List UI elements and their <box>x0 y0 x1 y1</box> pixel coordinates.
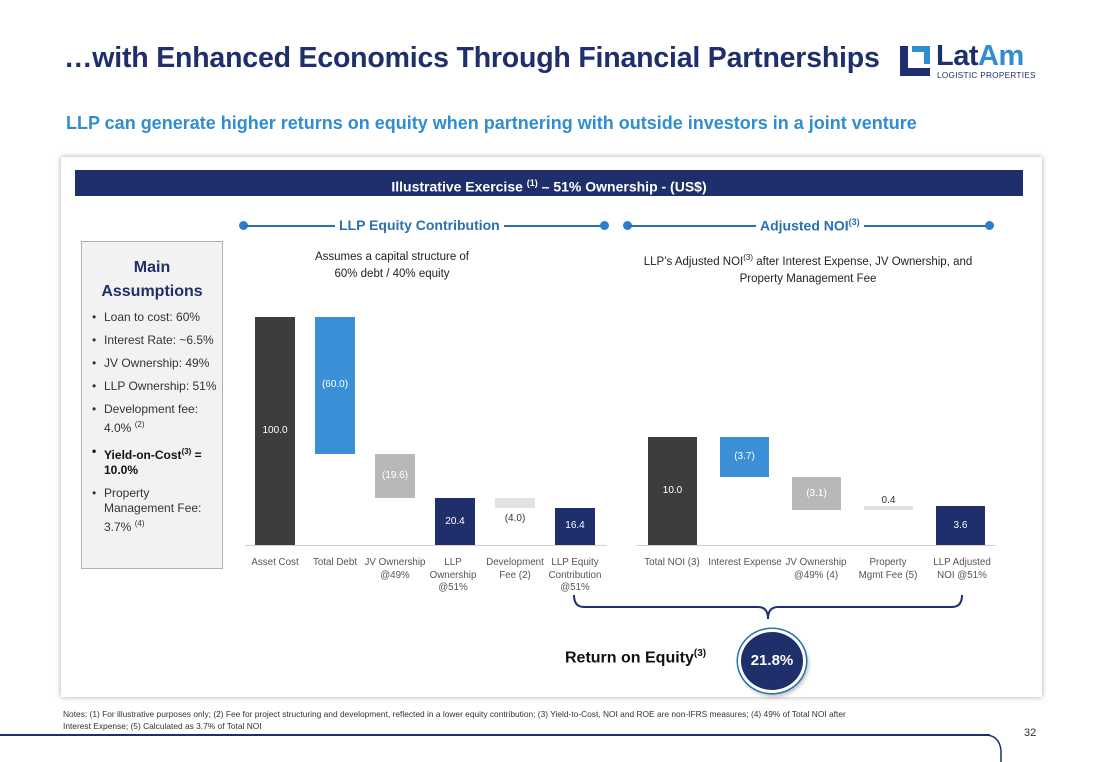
main-assumptions-box: Main Assumptions Loan to cost: 60% Inter… <box>81 241 223 569</box>
bar-value-label: (3.1) <box>806 487 827 499</box>
right-start-dot-icon <box>623 221 632 230</box>
bar-value-label: 10.0 <box>662 485 683 496</box>
category-label: Interest Expense <box>708 557 782 568</box>
category-label: Property Mgmt Fee (5) <box>858 557 918 581</box>
logo-mark-icon <box>900 46 930 76</box>
category-label: Total NOI (3) <box>644 557 700 568</box>
chart-bar <box>435 498 475 545</box>
bar-value-label: (60.0) <box>321 379 349 391</box>
equity-contribution-heading: LLP Equity Contribution <box>335 217 504 233</box>
chart-axis <box>636 545 996 546</box>
chart-bar <box>375 453 415 499</box>
chart-bar <box>936 506 985 545</box>
footer-rule <box>0 734 990 736</box>
bar-value-label: 100.0 <box>262 425 288 436</box>
category-label: LLP Adjusted NOI @51% <box>933 557 991 581</box>
capital-structure-note: Assumes a capital structure of 60% debt … <box>314 251 470 280</box>
category-label: Total Debt <box>312 557 358 568</box>
company-logo: LatAm LOGISTIC PROPERTIES <box>898 40 1038 80</box>
assumption-yield-on-cost: Yield-on-Cost(3) =10.0% <box>90 444 220 478</box>
chart-bar <box>495 498 535 508</box>
adjusted-noi-heading: Adjusted NOI(3) <box>756 217 864 234</box>
chart-bar <box>792 476 841 511</box>
roe-bracket <box>573 594 963 620</box>
category-label: Development Fee (2) <box>486 557 544 581</box>
page-number: 32 <box>1024 727 1037 739</box>
bar-value-label: 3.6 <box>953 519 968 531</box>
logo-wordmark: LatAm <box>936 40 1024 72</box>
chart-bar <box>315 317 355 454</box>
exercise-banner: Illustrative Exercise (1) – 51% Ownershi… <box>75 170 1023 196</box>
bar-value-label: 16.4 <box>565 520 585 532</box>
chart-bar <box>648 437 697 545</box>
footnotes: Notes: (1) For illustrative purposes onl… <box>63 709 846 731</box>
category-label: JV Ownership @49% <box>364 557 426 581</box>
category-label: Asset Cost <box>251 557 299 568</box>
assumption-item: JV Ownership: 49% <box>90 356 220 371</box>
left-start-dot-icon <box>239 221 248 230</box>
chart-bar <box>720 437 769 477</box>
assumption-item: LLP Ownership: 51% <box>90 379 220 394</box>
category-label: LLP Equity Contribution @51% <box>548 557 602 593</box>
footer-curve <box>985 734 1002 762</box>
assumption-item: Loan to cost: 60% <box>90 310 220 325</box>
bar-value-label: 20.4 <box>445 515 465 527</box>
assumption-development-fee: Development fee:4.0% (2) <box>90 402 220 436</box>
chart-axis <box>245 545 607 546</box>
bar-value-label: 0.4 <box>881 495 896 507</box>
category-label: JV Ownership @49% (4) <box>785 557 847 581</box>
bar-value-label: (19.6) <box>381 470 409 482</box>
page-subtitle: LLP can generate higher returns on equit… <box>66 113 917 133</box>
left-end-dot-icon <box>600 221 609 230</box>
roe-value-badge: 21.8% <box>738 629 806 693</box>
chart-bar <box>864 506 913 511</box>
bar-value-label: (4.0) <box>504 513 526 525</box>
right-end-dot-icon <box>985 221 994 230</box>
bar-value-label: (3.7) <box>734 450 755 462</box>
assumption-item: Interest Rate: ~6.5% <box>90 333 220 348</box>
assumptions-title: Main Assumptions <box>101 259 203 300</box>
chart-bar <box>255 317 295 545</box>
roe-label: Return on Equity(3) <box>565 648 707 667</box>
adjusted-noi-note: LLP’s Adjusted NOI(3) after Interest Exp… <box>643 253 973 285</box>
logo-subtext: LOGISTIC PROPERTIES <box>937 71 1036 80</box>
chart-bar <box>555 507 595 545</box>
category-label: LLP Ownership @51% <box>429 557 477 593</box>
assumptions-list: Loan to cost: 60% Interest Rate: ~6.5% J… <box>90 310 220 543</box>
page-title: …with Enhanced Economics Through Financi… <box>64 42 880 74</box>
